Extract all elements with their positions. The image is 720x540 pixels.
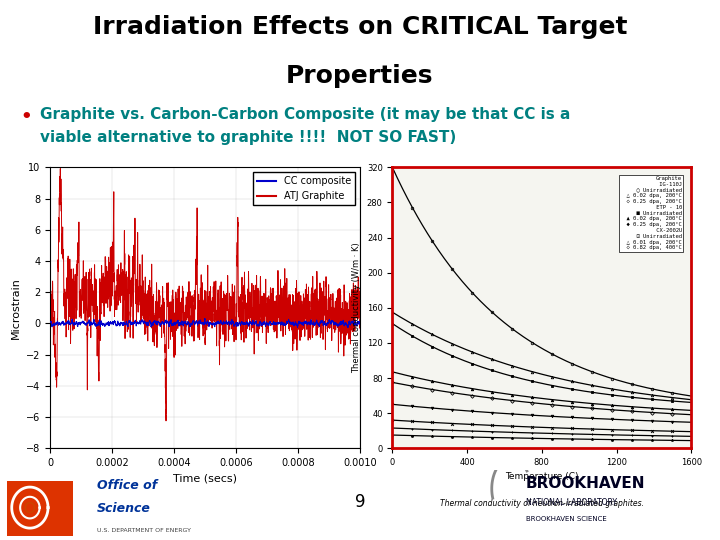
CC composite xyxy=(200,315,209,322)
Line: ATJ Graphite: ATJ Graphite xyxy=(50,168,360,421)
CC composite xyxy=(165,323,174,330)
Legend: CC composite, ATJ Graphite: CC composite, ATJ Graphite xyxy=(253,172,355,205)
ATJ Graphite xyxy=(356,317,364,323)
CC composite xyxy=(350,321,359,328)
Text: Properties: Properties xyxy=(287,64,433,88)
ATJ Graphite xyxy=(165,314,174,321)
Y-axis label: Thermal conductivity (W/m · K): Thermal conductivity (W/m · K) xyxy=(352,242,361,373)
X-axis label: Temperature (C): Temperature (C) xyxy=(505,472,579,482)
Y-axis label: Microstrain: Microstrain xyxy=(11,277,21,339)
Text: Graphite
 IG-110J
  ○ Unirradiated
  △ 0.02 dpa, 200°C
  ◇ 0.25 dpa, 200°C
 ETP : Graphite IG-110J ○ Unirradiated △ 0.02 d… xyxy=(621,176,683,251)
ATJ Graphite xyxy=(46,335,55,342)
ATJ Graphite xyxy=(162,417,171,424)
X-axis label: Time (secs): Time (secs) xyxy=(174,474,237,483)
ATJ Graphite xyxy=(81,304,90,310)
Text: Office of: Office of xyxy=(97,479,158,492)
CC composite xyxy=(100,321,109,327)
Text: Irradiation Effects on CRITICAL Target: Irradiation Effects on CRITICAL Target xyxy=(93,15,627,39)
Text: viable alternative to graphite !!!!  NOT SO FAST): viable alternative to graphite !!!! NOT … xyxy=(40,130,456,145)
Text: U.S. DEPARTMENT OF ENERGY: U.S. DEPARTMENT OF ENERGY xyxy=(97,529,192,534)
Text: Science: Science xyxy=(97,502,151,515)
Text: BROOKHAVEN SCIENCE: BROOKHAVEN SCIENCE xyxy=(526,516,606,522)
Text: 9: 9 xyxy=(355,493,365,511)
Text: •: • xyxy=(20,108,32,126)
CC composite xyxy=(46,319,55,326)
Text: Thermal conductivity of neutron-irradiated graphites.: Thermal conductivity of neutron-irradiat… xyxy=(440,499,644,508)
CC composite xyxy=(316,318,325,325)
ATJ Graphite xyxy=(56,165,65,172)
ATJ Graphite xyxy=(317,310,325,317)
ATJ Graphite xyxy=(100,303,109,309)
Text: BROOKHAVEN: BROOKHAVEN xyxy=(526,476,645,491)
CC composite xyxy=(179,318,187,325)
ATJ Graphite xyxy=(179,300,187,306)
Line: CC composite: CC composite xyxy=(50,319,360,328)
CC composite xyxy=(81,321,90,327)
Text: NATIONAL LABORATORY: NATIONAL LABORATORY xyxy=(526,498,616,507)
CC composite xyxy=(343,325,352,331)
Text: Graphite vs. Carbon-Carbon Composite (it may be that CC is a: Graphite vs. Carbon-Carbon Composite (it… xyxy=(40,106,570,122)
CC composite xyxy=(356,321,364,327)
ATJ Graphite xyxy=(350,308,359,314)
